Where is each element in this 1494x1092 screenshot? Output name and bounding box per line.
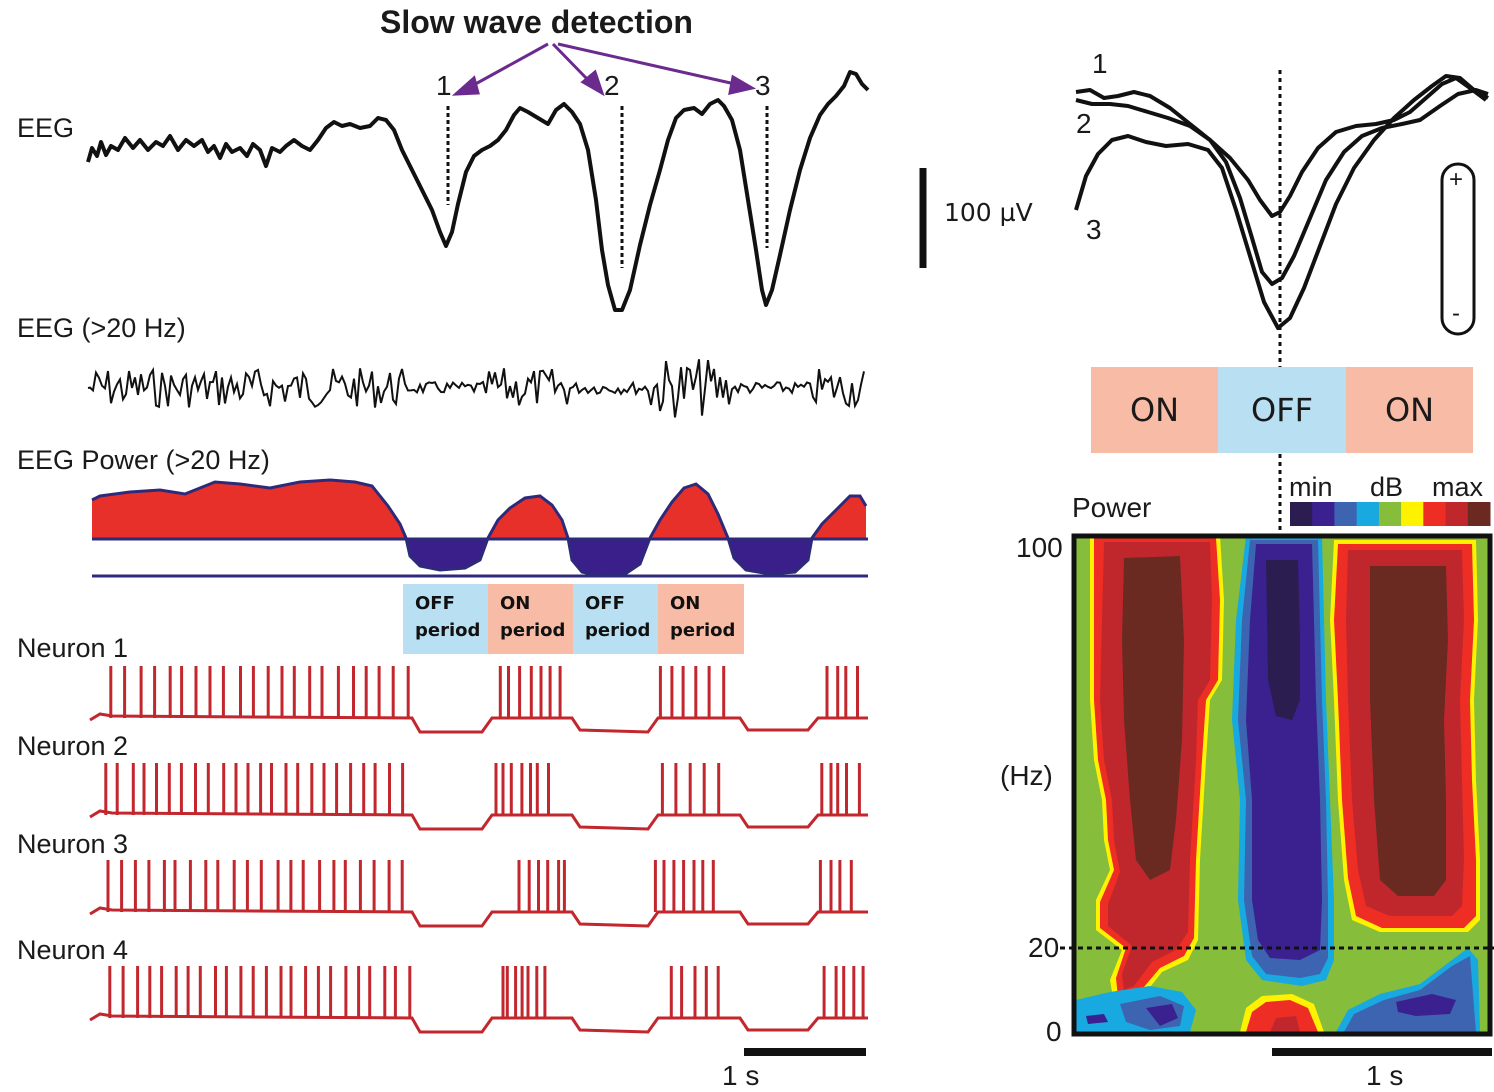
neuron-1-membrane [89,712,868,734]
arrow-3 [557,42,736,86]
arrow-3-head [728,74,757,95]
neuron-1-label: Neuron 1 [17,633,129,663]
spectro-center-trough [1266,560,1300,720]
eeg-label: EEG [17,113,75,143]
spectro-bottom-left-purple [1086,1004,1178,1026]
colorbar-swatch [1423,502,1446,526]
eeg-hf-label: EEG (>20 Hz) [17,313,186,343]
period-box-text: period [415,620,481,641]
spectro-left-peak [1122,556,1184,880]
spectro-bottom-center-red [1246,1000,1318,1032]
spectrogram [1060,533,1494,1037]
eeg-hf-trace [87,359,865,418]
polarity-indicator [1440,162,1476,336]
time-scalebar-right-label: 1 s [1366,1060,1404,1091]
colorbar-unit-label: dB [1370,472,1404,502]
time-scalebar-left-label: 1 s [722,1060,760,1091]
neuron-2-membrane [89,809,868,831]
polarity-minus-label: - [1452,300,1460,327]
arrow-1 [469,42,549,89]
state-on-right: ON [1346,367,1473,453]
overlay-wave-1 [1075,76,1488,218]
period-box-text: ON [500,593,531,614]
neuron-2-label: Neuron 2 [17,731,129,761]
colorbar-swatch [1467,502,1491,526]
overlay-label-3: 3 [1086,214,1102,245]
period-box-off-2: OFF period [573,584,658,654]
arrow-2-head [580,69,605,97]
ytick-100: 100 [1016,532,1063,563]
eeg-power-label: EEG Power (>20 Hz) [17,445,270,475]
colorbar-min-label: min [1289,472,1333,502]
detection-arrows [451,42,757,97]
neuron-4-membrane [89,1012,868,1034]
figure-title: Slow wave detection [380,4,693,40]
colorbar-swatch [1401,502,1424,526]
overlay-label-2: 2 [1076,108,1092,139]
overlay-wave-3 [1074,74,1489,330]
colorbar-swatch [1356,502,1380,526]
period-box-on-1: ON period [488,584,573,654]
spectro-bottom-right-purple [1396,994,1456,1016]
period-box-text: ON [670,593,701,614]
neuron-traces [89,666,868,1034]
wave-label-1: 1 [436,70,452,101]
period-box-on-2: ON period [658,584,744,654]
voltage-scalebar-label: 100 µV [944,198,1033,227]
neuron-1-trace [89,666,868,734]
colorbar-swatch [1290,502,1313,526]
eeg-power-panel [91,478,868,578]
power-outline [91,478,868,578]
neuron-4-trace [89,966,868,1034]
spectrogram-title: Power [1072,492,1152,523]
colorbar-swatch [1334,502,1358,526]
polarity-plus-label: + [1449,166,1464,193]
wave-label-3: 3 [755,70,771,101]
neuron-2-trace [89,763,868,831]
period-box-text: OFF [415,593,455,614]
wave-overlay [1074,74,1489,330]
power-on-fill [92,480,866,538]
eeg-trace [86,70,870,312]
arrow-2 [551,42,592,84]
spectro-colorbar [1290,502,1491,526]
power-off-fill [406,538,812,576]
ytick-0: 0 [1046,1016,1062,1047]
neuron-3-trace [89,860,868,928]
spectro-right-peak [1370,566,1448,896]
wave-markers [446,106,769,268]
period-box-text: OFF [585,593,625,614]
spectrogram-ylabel: (Hz) [1000,760,1053,791]
spectrogram-frame [1071,533,1493,1037]
colorbar-swatch [1378,502,1402,526]
colorbar-swatch [1312,502,1335,526]
state-off: OFF [1218,367,1346,453]
colorbar-swatch [1445,502,1469,526]
period-box-text: period [585,620,651,641]
neuron-3-label: Neuron 3 [17,829,129,859]
state-on-left: ON [1091,367,1218,453]
spectro-center-purple [1246,544,1322,960]
overlay-label-1: 1 [1092,48,1108,79]
ytick-20: 20 [1028,932,1060,963]
period-box-text: period [500,620,566,641]
spectro-bottom-center-darkred [1270,1016,1300,1032]
neuron-4-label: Neuron 4 [17,935,129,965]
period-box-text: period [670,620,736,641]
period-box-off-1: OFF period [403,584,488,654]
colorbar-max-label: max [1432,472,1484,502]
overlay-wave-2 [1075,88,1489,286]
wave-label-2: 2 [604,70,620,101]
arrow-1-head [451,75,480,96]
